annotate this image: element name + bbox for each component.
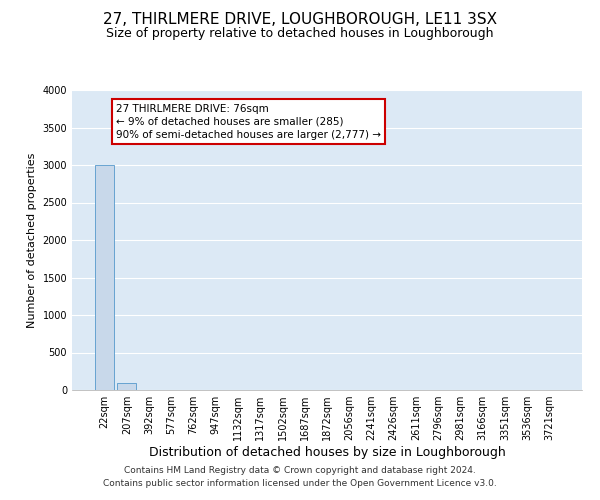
- Text: Size of property relative to detached houses in Loughborough: Size of property relative to detached ho…: [106, 28, 494, 40]
- Bar: [95, 165, 114, 390]
- Y-axis label: Number of detached properties: Number of detached properties: [27, 152, 37, 328]
- Text: 27, THIRLMERE DRIVE, LOUGHBOROUGH, LE11 3SX: 27, THIRLMERE DRIVE, LOUGHBOROUGH, LE11 …: [103, 12, 497, 28]
- Bar: [118, 382, 136, 390]
- Text: 27 THIRLMERE DRIVE: 76sqm
← 9% of detached houses are smaller (285)
90% of semi-: 27 THIRLMERE DRIVE: 76sqm ← 9% of detach…: [116, 104, 381, 140]
- X-axis label: Distribution of detached houses by size in Loughborough: Distribution of detached houses by size …: [149, 446, 505, 459]
- Text: Contains HM Land Registry data © Crown copyright and database right 2024.
Contai: Contains HM Land Registry data © Crown c…: [103, 466, 497, 487]
